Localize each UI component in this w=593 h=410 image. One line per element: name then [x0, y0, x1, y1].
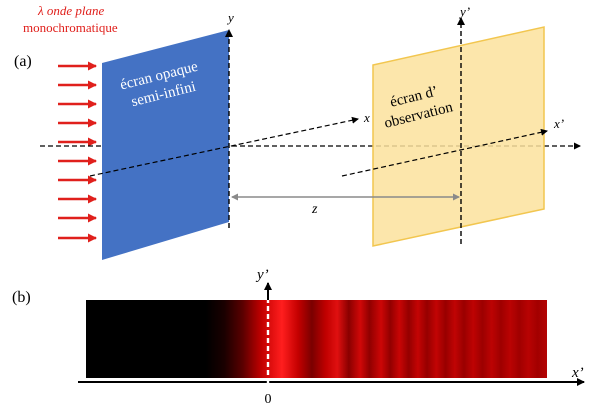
- wave-label-line1: λ onde plane: [37, 3, 105, 18]
- panel-b-label: (b): [12, 289, 31, 306]
- x-prime-axis: [341, 128, 548, 177]
- incident-wave-arrows: [58, 61, 97, 243]
- distance-label: z: [311, 202, 318, 217]
- x-axis: [89, 116, 359, 177]
- diffraction-pattern: [86, 300, 547, 378]
- y-axis-label: y: [226, 10, 234, 25]
- origin-label: 0: [265, 392, 272, 407]
- x-axis-label: x: [363, 110, 370, 125]
- pattern-y-axis-label: y’: [255, 267, 269, 283]
- wave-label-line2: monochromatique: [23, 20, 118, 35]
- panel-a-label: (a): [14, 53, 32, 70]
- opaque-screen: [102, 30, 229, 260]
- observation-screen: [372, 26, 545, 247]
- y-prime-axis-label: y’: [458, 4, 470, 19]
- x-prime-axis-label: x’: [553, 116, 564, 131]
- pattern-x-axis-label: x’: [571, 365, 584, 381]
